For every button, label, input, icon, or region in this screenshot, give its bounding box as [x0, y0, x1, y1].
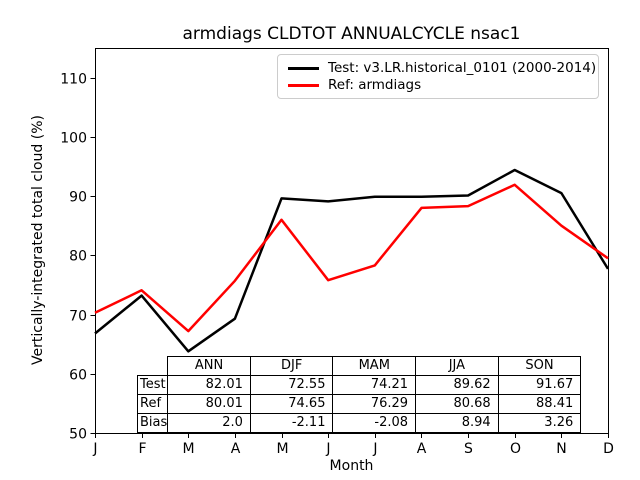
legend-item-test: Test: v3.LR.historical_0101 (2000-2014) [288, 60, 596, 76]
x-tick-label: J [372, 441, 377, 457]
x-tick-label: N [556, 441, 566, 457]
table-cell: 91.67 [497, 375, 582, 395]
axes-frame [95, 48, 609, 434]
table-col-header: ANN [167, 356, 251, 376]
y-tick-label: 100 [60, 131, 87, 147]
legend-line-sample-ref [288, 83, 319, 87]
table-cell: -2.11 [249, 413, 334, 433]
y-tick-label: 70 [69, 309, 87, 325]
table-row-label: Test [136, 375, 169, 395]
table-cell: 72.55 [249, 375, 334, 395]
series-line-ref [94, 183, 609, 333]
table-cell: 74.65 [249, 394, 334, 414]
legend-line-sample-test [288, 66, 319, 70]
table-col-header: JJA [415, 356, 499, 376]
y-tick-label: 110 [60, 72, 87, 88]
x-tick-label: A [231, 441, 241, 457]
table-cell: 80.68 [415, 394, 499, 414]
table-col-header: MAM [332, 356, 417, 376]
chart-title: armdiags CLDTOT ANNUALCYCLE nsac1 [182, 24, 521, 44]
legend-item-ref: Ref: armdiags [288, 77, 588, 93]
x-axis-label: Month [329, 458, 374, 474]
x-tick-label: M [276, 441, 288, 457]
y-tick-label: 80 [69, 249, 87, 265]
table-cell: 3.26 [497, 413, 582, 433]
table-cell: 89.62 [415, 375, 499, 395]
y-tick-label: 50 [69, 427, 87, 443]
table-cell: 8.94 [415, 413, 499, 433]
x-tick-label: D [603, 441, 614, 457]
x-tick-label: A [417, 441, 427, 457]
legend-label-ref: Ref: armdiags [328, 77, 422, 93]
x-tick-label: J [92, 441, 97, 457]
table-corner-empty [138, 357, 168, 376]
legend: Test: v3.LR.historical_0101 (2000-2014) … [277, 54, 599, 99]
table-col-header: DJF [249, 356, 334, 376]
series-line-test [94, 168, 610, 353]
legend-label-test: Test: v3.LR.historical_0101 (2000-2014) [328, 60, 597, 76]
table-col-header: SON [497, 356, 582, 376]
table-cell: -2.08 [332, 413, 417, 433]
table-row-label: Ref [136, 394, 169, 414]
y-tick-label: 60 [69, 368, 87, 384]
table-cell: 88.41 [497, 394, 582, 414]
table-cell: 2.0 [167, 413, 251, 433]
x-tick-label: J [325, 441, 330, 457]
x-tick-label: S [464, 441, 473, 457]
x-tick-label: M [182, 441, 194, 457]
table-cell: 82.01 [167, 375, 251, 395]
x-tick-label: O [510, 441, 521, 457]
x-tick-label: F [138, 441, 146, 457]
table-cell: 80.01 [167, 394, 251, 414]
y-tick-label: 90 [69, 190, 87, 206]
seasonal-stats-table: ANN DJF MAM JJA SON Test 82.01 72.55 74.21 89.62 9… [136, 356, 582, 433]
table-cell: 76.29 [332, 394, 417, 414]
table-cell: 74.21 [332, 375, 417, 395]
table-row-label: Bias [136, 413, 169, 433]
